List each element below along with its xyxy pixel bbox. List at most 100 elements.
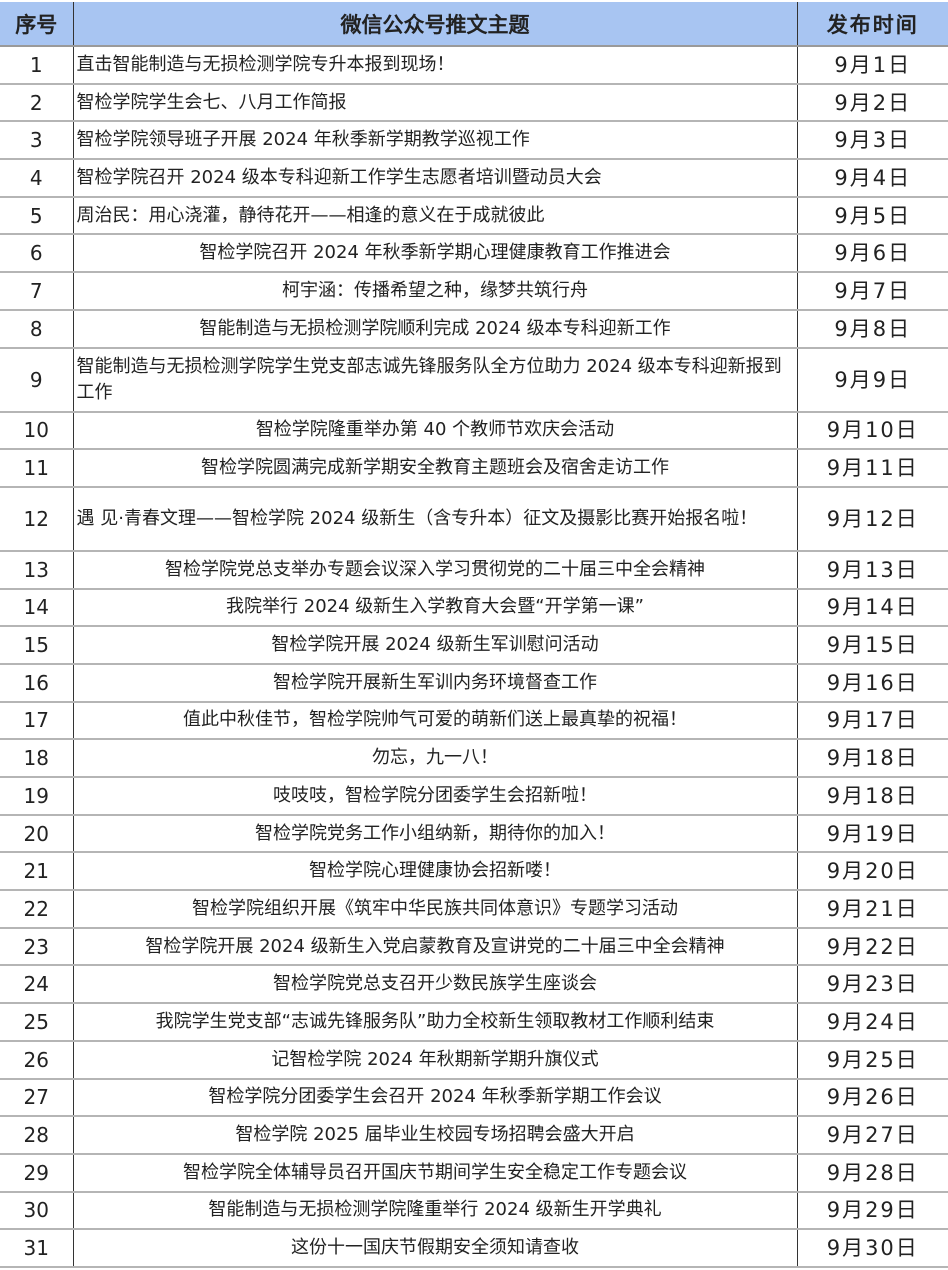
table-row: 7 柯宇涵：传播希望之种，缘梦共筑行舟 9月7日 bbox=[0, 272, 948, 311]
row-title: 周治民：用心浇灌，静待花开——相逢的意义在于成就彼此 bbox=[73, 196, 798, 236]
table-row: 4 智检学院召开 2024 级本专科迎新工作学生志愿者培训暨动员大会 9月4日 bbox=[0, 159, 948, 198]
row-index: 23 bbox=[0, 927, 74, 967]
table-row: 23 智检学院开展 2024 级新生入党启蒙教育及宣讲党的二十届三中全会精神 9月2… bbox=[0, 927, 948, 967]
table-row: 3 智检学院领导班子开展 2024 年秋季新学期教学巡视工作 9月3日 bbox=[0, 121, 948, 161]
table-row: 26 记智检学院 2024 年秋期新学期升旗仪式 9月25日 bbox=[0, 1040, 948, 1080]
table-row: 12 遇 见·青春文理——智检学院 2024 级新生（含专升本）征文及摄影比赛开始… bbox=[0, 486, 948, 552]
table-row: 13 智检学院党总支举办专题会议深入学习贯彻党的二十届三中全会精神 9月13日 bbox=[0, 550, 948, 590]
row-date: 9月3日 bbox=[797, 121, 948, 161]
row-title: 智检学院分团委学生会召开 2024 年秋季新学期工作会议 bbox=[73, 1078, 798, 1118]
row-index: 20 bbox=[0, 814, 74, 854]
row-index: 2 bbox=[0, 83, 74, 123]
row-date: 9月7日 bbox=[797, 272, 948, 311]
table-row: 10 智检学院隆重举办第 40 个教师节欢庆会活动 9月10日 bbox=[0, 411, 948, 451]
table-row: 30 智能制造与无损检测学院隆重举行 2024 级新生开学典礼 9月29日 bbox=[0, 1191, 948, 1231]
row-date: 9月30日 bbox=[797, 1229, 948, 1268]
row-title: 智检学院党务工作小组纳新，期待你的加入！ bbox=[73, 814, 798, 854]
row-title: 智能制造与无损检测学院隆重举行 2024 级新生开学典礼 bbox=[73, 1191, 798, 1231]
row-date: 9月13日 bbox=[797, 550, 948, 590]
table-row: 8 智能制造与无损检测学院顺利完成 2024 级本专科迎新工作 9月8日 bbox=[0, 309, 948, 349]
row-title: 智检学院领导班子开展 2024 年秋季新学期教学巡视工作 bbox=[73, 121, 798, 161]
row-date: 9月25日 bbox=[797, 1040, 948, 1080]
row-index: 5 bbox=[0, 196, 74, 236]
row-title: 智检学院召开 2024 年秋季新学期心理健康教育工作推进会 bbox=[73, 234, 798, 274]
row-index: 21 bbox=[0, 852, 74, 892]
table-row: 5 周治民：用心浇灌，静待花开——相逢的意义在于成就彼此 9月5日 bbox=[0, 196, 948, 236]
table-row: 19 吱吱吱，智检学院分团委学生会招新啦！ 9月18日 bbox=[0, 777, 948, 816]
row-index: 16 bbox=[0, 663, 74, 703]
row-index: 1 bbox=[0, 46, 74, 85]
row-title: 记智检学院 2024 年秋期新学期升旗仪式 bbox=[73, 1040, 798, 1080]
row-index: 27 bbox=[0, 1078, 74, 1118]
row-title: 智能制造与无损检测学院顺利完成 2024 级本专科迎新工作 bbox=[73, 309, 798, 349]
table-row: 16 智检学院开展新生军训内务环境督查工作 9月16日 bbox=[0, 663, 948, 703]
row-title: 智检学院隆重举办第 40 个教师节欢庆会活动 bbox=[73, 411, 798, 451]
row-date: 9月15日 bbox=[797, 626, 948, 665]
header-date: 发布时间 bbox=[797, 2, 948, 47]
row-title: 智检学院党总支举办专题会议深入学习贯彻党的二十届三中全会精神 bbox=[73, 550, 798, 590]
row-title: 吱吱吱，智检学院分团委学生会招新啦！ bbox=[73, 777, 798, 816]
row-date: 9月10日 bbox=[797, 411, 948, 451]
row-date: 9月8日 bbox=[797, 309, 948, 349]
row-title: 智检学院开展 2024 级新生入党启蒙教育及宣讲党的二十届三中全会精神 bbox=[73, 927, 798, 967]
row-title: 智检学院召开 2024 级本专科迎新工作学生志愿者培训暨动员大会 bbox=[73, 159, 798, 198]
row-index: 30 bbox=[0, 1191, 74, 1231]
row-title: 直击智能制造与无损检测学院专升本报到现场！ bbox=[73, 46, 798, 85]
row-date: 9月20日 bbox=[797, 852, 948, 892]
row-date: 9月4日 bbox=[797, 159, 948, 198]
row-index: 4 bbox=[0, 159, 74, 198]
table-row: 20 智检学院党务工作小组纳新，期待你的加入！ 9月19日 bbox=[0, 814, 948, 854]
row-title: 智检学院开展 2024 级新生军训慰问活动 bbox=[73, 626, 798, 665]
table-row: 21 智检学院心理健康协会招新喽！ 9月20日 bbox=[0, 852, 948, 892]
row-title: 智检学院组织开展《筑牢中华民族共同体意识》专题学习活动 bbox=[73, 890, 798, 929]
row-date: 9月24日 bbox=[797, 1003, 948, 1042]
row-title: 值此中秋佳节，智检学院帅气可爱的萌新们送上最真挚的祝福！ bbox=[73, 701, 798, 741]
row-index: 26 bbox=[0, 1040, 74, 1080]
row-date: 9月18日 bbox=[797, 777, 948, 816]
row-title: 智检学院圆满完成新学期安全教育主题班会及宿舍走访工作 bbox=[73, 449, 798, 488]
table-row: 27 智检学院分团委学生会召开 2024 年秋季新学期工作会议 9月26日 bbox=[0, 1078, 948, 1118]
row-index: 25 bbox=[0, 1003, 74, 1042]
row-index: 31 bbox=[0, 1229, 74, 1268]
row-title: 智检学院心理健康协会招新喽！ bbox=[73, 852, 798, 892]
table-row: 24 智检学院党总支召开少数民族学生座谈会 9月23日 bbox=[0, 965, 948, 1005]
row-date: 9月12日 bbox=[797, 486, 948, 552]
row-date: 9月26日 bbox=[797, 1078, 948, 1118]
row-date: 9月11日 bbox=[797, 449, 948, 488]
row-date: 9月5日 bbox=[797, 196, 948, 236]
row-index: 11 bbox=[0, 449, 74, 488]
table-row: 15 智检学院开展 2024 级新生军训慰问活动 9月15日 bbox=[0, 626, 948, 665]
row-date: 9月21日 bbox=[797, 890, 948, 929]
row-index: 12 bbox=[0, 486, 74, 552]
row-index: 3 bbox=[0, 121, 74, 161]
table-row: 18 勿忘，九一八！ 9月18日 bbox=[0, 739, 948, 778]
row-index: 10 bbox=[0, 411, 74, 451]
row-index: 18 bbox=[0, 739, 74, 778]
header-index: 序号 bbox=[0, 2, 74, 47]
row-index: 7 bbox=[0, 272, 74, 311]
row-title: 勿忘，九一八！ bbox=[73, 739, 798, 778]
row-title: 智检学院学生会七、八月工作简报 bbox=[73, 83, 798, 123]
header-row: 序号 微信公众号推文主题 发布时间 bbox=[0, 2, 948, 47]
row-index: 6 bbox=[0, 234, 74, 274]
row-date: 9月29日 bbox=[797, 1191, 948, 1231]
row-title: 智检学院 2025 届毕业生校园专场招聘会盛大开启 bbox=[73, 1116, 798, 1155]
row-index: 22 bbox=[0, 890, 74, 929]
row-date: 9月9日 bbox=[797, 347, 948, 413]
row-date: 9月19日 bbox=[797, 814, 948, 854]
table-row: 2 智检学院学生会七、八月工作简报 9月2日 bbox=[0, 83, 948, 123]
row-index: 9 bbox=[0, 347, 74, 413]
row-index: 19 bbox=[0, 777, 74, 816]
row-index: 29 bbox=[0, 1153, 74, 1193]
row-date: 9月1日 bbox=[797, 46, 948, 85]
table-row: 17 值此中秋佳节，智检学院帅气可爱的萌新们送上最真挚的祝福！ 9月17日 bbox=[0, 701, 948, 741]
table-row: 14 我院举行 2024 级新生入学教育大会暨“开学第一课” 9月14日 bbox=[0, 588, 948, 628]
row-title: 遇 见·青春文理——智检学院 2024 级新生（含专升本）征文及摄影比赛开始报名… bbox=[73, 486, 798, 552]
table-row: 31 这份十一国庆节假期安全须知请查收 9月30日 bbox=[0, 1229, 948, 1268]
table-row: 22 智检学院组织开展《筑牢中华民族共同体意识》专题学习活动 9月21日 bbox=[0, 890, 948, 929]
table-row: 1 直击智能制造与无损检测学院专升本报到现场！ 9月1日 bbox=[0, 46, 948, 85]
row-title: 柯宇涵：传播希望之种，缘梦共筑行舟 bbox=[73, 272, 798, 311]
row-date: 9月14日 bbox=[797, 588, 948, 628]
row-index: 14 bbox=[0, 588, 74, 628]
